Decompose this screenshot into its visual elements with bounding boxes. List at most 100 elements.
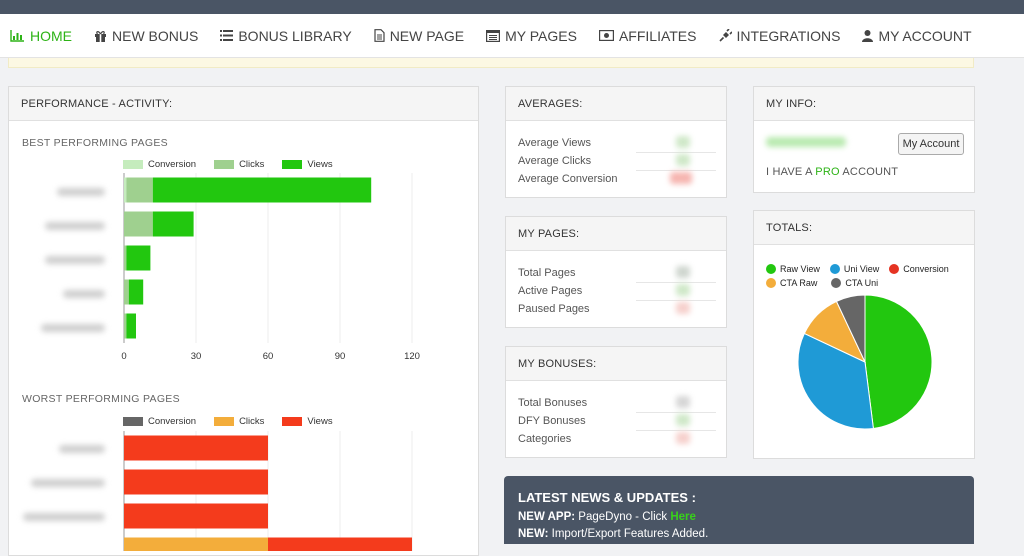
x-tick-label: 30 [191,351,202,362]
nav-affiliates-label: AFFILIATES [618,27,697,44]
news-title: LATEST NEWS & UPDATES : [518,490,696,505]
my-info-panel: MY INFO: My Account I HAVE A PRO ACCOUNT [753,86,975,193]
worst-pages-title: WORST PERFORMING PAGES [22,393,180,405]
user-icon [862,29,874,42]
averages-title: AVERAGES: [506,87,726,121]
nav-integrations[interactable]: INTEGRATIONS [718,27,841,44]
nav-my-account[interactable]: MY ACCOUNT [862,27,972,44]
bar-clicks [124,211,153,237]
stat-label: Total Pages [518,267,576,279]
nav-bonus-library[interactable]: BONUS LIBRARY [220,28,352,44]
blurred-value [676,284,690,296]
worst-chart-legend: Conversion Clicks Views [123,416,333,427]
x-tick-label: 60 [263,351,274,362]
best-pages-title: BEST PERFORMING PAGES [22,137,168,149]
legend-label: Clicks [239,416,265,427]
blurred-page-name [45,222,105,230]
blurred-page-name [23,513,105,521]
best-pages-chart: 0 30 60 90 120 [121,173,420,362]
legend-swatch [282,417,303,426]
nav-my-account-label: MY ACCOUNT [878,27,972,44]
legend-dot [766,278,776,288]
bar-views [126,245,151,271]
legend-label: Raw View [780,264,820,274]
news-item: NEW APP: PageDyno - Click Here [518,509,960,526]
news-item-label: NEW: [518,528,549,540]
legend-label: Clicks [239,159,265,170]
legend-item: Clicks [214,159,264,170]
legend-dot [766,264,776,274]
my-info-title: MY INFO: [754,87,974,121]
bar-clicks [124,537,268,551]
blurred-page-name [31,479,105,487]
bar-views [126,313,136,339]
blurred-value [676,414,690,426]
news-item-text: Import/Export Features Added. [551,528,709,540]
legend-label: CTA Uni [845,278,879,288]
blurred-value [676,266,690,278]
legend-label: Views [307,416,333,427]
stat-label: Average Conversion [518,173,618,185]
nav-affiliates[interactable]: AFFILIATES [598,27,697,44]
row-divider [636,170,716,171]
nav-home[interactable]: HOME [10,28,72,44]
legend-swatch [123,417,143,426]
legend-swatch [214,160,235,169]
x-tick-label: 120 [404,351,420,362]
nav-integrations-label: INTEGRATIONS [736,27,841,44]
pie-slice-raw-view [864,294,933,430]
nav-my-pages[interactable]: MY PAGES [486,28,577,44]
blurred-value [676,154,690,166]
window-list-icon [486,29,501,42]
bar-clicks [124,313,127,339]
news-item-text: PageDyno - Click [578,511,668,523]
legend-item: CTA Uni [831,278,878,288]
blurred-page-name [45,256,105,264]
bar-views [124,469,268,495]
main-nav: HOME NEW BONUS BONUS LIBRARY NEW PAGE MY… [0,14,1024,58]
stat-label: Categories [518,433,572,445]
bar-views [268,537,412,551]
my-account-button[interactable]: My Account [898,133,964,155]
legend-label: Conversion [148,159,197,170]
totals-title: TOTALS: [754,211,974,245]
bar-clicks [126,177,153,203]
legend-label: CTA Raw [780,278,818,288]
nav-new-page[interactable]: NEW PAGE [374,28,464,44]
row-divider [636,430,716,431]
blurred-value [676,396,690,408]
blurred-page-name [41,324,105,332]
x-tick-label: 0 [121,351,126,362]
legend-item: Raw View [766,264,820,274]
pie-slice-cta-uni [835,294,866,363]
blurred-page-name [57,188,105,196]
news-item: NEW: Import/Export Features Added. [518,526,960,543]
nav-home-label: HOME [30,27,72,44]
blurred-value [676,136,690,148]
bar-views [124,503,268,529]
top-bar [0,0,1024,14]
row-divider [636,282,716,283]
legend-item: Conversion [889,264,949,274]
legend-item: Conversion [123,159,196,170]
file-icon [374,29,385,42]
bar-clicks [124,279,129,305]
blurred-value [670,172,692,184]
legend-swatch [123,160,143,169]
list-icon [220,30,234,41]
bar-views [124,435,268,461]
news-item-link[interactable]: Here [670,511,696,523]
row-divider [636,300,716,301]
legend-item: Views [282,416,333,427]
plug-icon [718,29,732,42]
stat-label: Paused Pages [518,303,590,315]
legend-item: Clicks [214,416,264,427]
best-chart-legend: Conversion Clicks Views [123,159,333,170]
legend-item: Conversion [123,416,196,427]
nav-new-bonus[interactable]: NEW BONUS [94,28,198,44]
legend-swatch [282,160,303,169]
stat-label: Average Views [518,137,591,149]
bar-clicks [124,245,127,271]
legend-dot [831,278,842,288]
plan-prefix: I HAVE A [766,166,813,178]
